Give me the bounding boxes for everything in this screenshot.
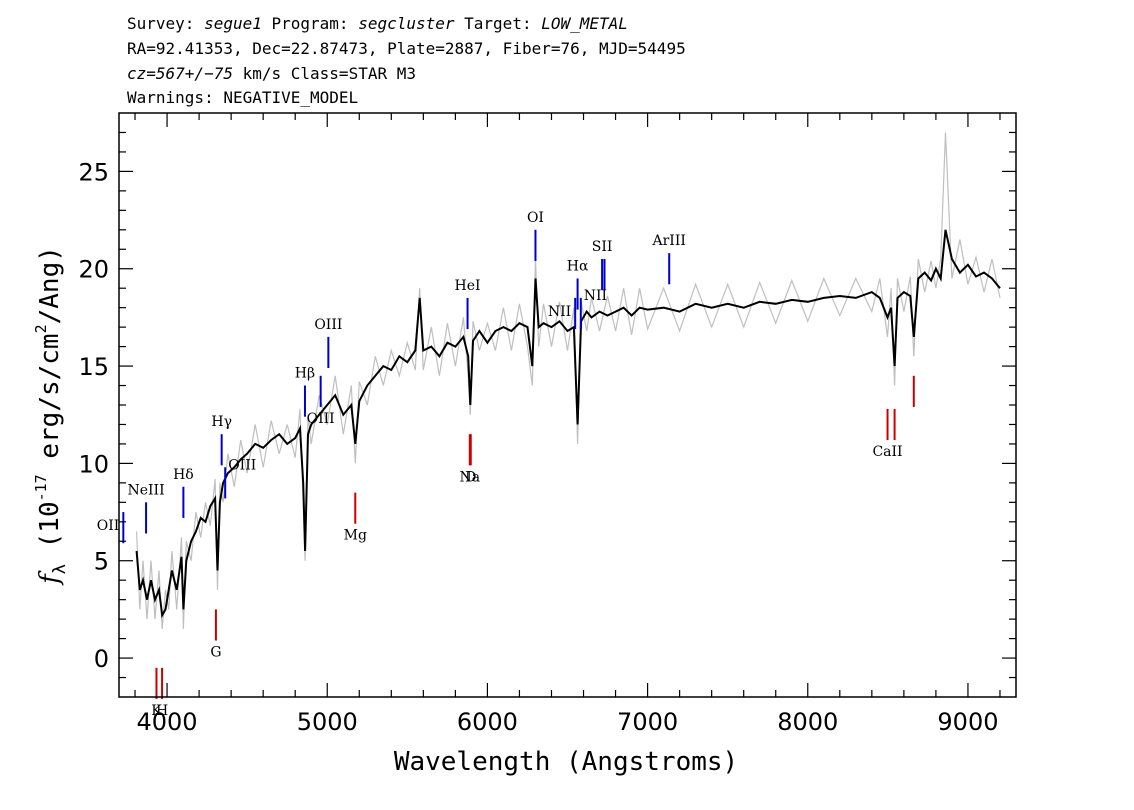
y-title-unit-1: (10 — [35, 501, 65, 564]
line-label-6: OIII — [307, 411, 335, 427]
header-line-1: Survey: segue1 Program: segcluster Targe… — [127, 14, 628, 33]
line-label-18: G — [210, 645, 221, 661]
line-label-0: OII — [97, 518, 120, 534]
header-line-3: cz=567+/−75 km/s Class=STAR M3 — [127, 64, 416, 83]
y-title-unit-2: erg/s/cm — [35, 333, 65, 474]
y-title-exp: -17 — [32, 474, 50, 501]
line-label-15: ArIII — [652, 233, 686, 249]
target-label: Target: — [455, 14, 542, 33]
line-label-1: NeIII — [127, 482, 164, 498]
line-label-7: OIII — [314, 317, 342, 333]
y-axis-title-group: fλ (10-17 erg/s/cm2/Ang) — [32, 246, 70, 586]
line-label-8: HeI — [455, 278, 481, 294]
line-label-5: Hβ — [295, 366, 315, 382]
line-label-9: OI — [527, 210, 544, 226]
line-label-16: K — [151, 703, 162, 719]
model-layer — [135, 229, 1001, 619]
x-axis-title: Wavelength (Angstroms) — [394, 747, 738, 777]
y-tick-label-15: 15 — [78, 353, 109, 381]
class-text: km/s Class=STAR M3 — [233, 64, 416, 83]
line-label-13: SII — [592, 239, 613, 255]
y-tick-label-20: 20 — [78, 256, 109, 284]
y-tick-label-0: 0 — [94, 645, 109, 673]
y-tick-label-10: 10 — [78, 450, 109, 478]
survey-label: Survey: — [127, 14, 204, 33]
program-value: segcluster — [358, 14, 455, 33]
spectral-line-markers: OII NeIII Hδ Hγ OIII Hβ OIII OIII HeI OI NII Hα NII S… — [97, 210, 915, 719]
line-label-3: Hγ — [211, 414, 232, 430]
line-label-12: NII — [584, 288, 607, 304]
redshift-value: cz=567+/−75 — [127, 64, 233, 83]
flux-layer — [136, 132, 1001, 629]
line-label-21: D — [465, 469, 476, 485]
line-label-4: OIII — [228, 457, 256, 473]
line-label-11: Hα — [567, 258, 589, 274]
line-label-19: Mg — [344, 528, 367, 544]
x-tick-label-8000: 8000 — [777, 708, 838, 736]
line-label-17: H — [156, 703, 168, 719]
survey-value: segue1 — [204, 14, 262, 33]
line-label-20: Na — [459, 469, 480, 485]
y-tick-label-5: 5 — [94, 548, 109, 576]
x-tick-label-9000: 9000 — [937, 708, 998, 736]
target-value: LOW_METAL — [541, 14, 628, 33]
program-label: Program: — [262, 14, 358, 33]
y-title-lambda: λ — [50, 564, 70, 574]
x-tick-label-4000: 4000 — [137, 708, 198, 736]
model-series-line — [135, 229, 1001, 619]
flux-series-line — [136, 132, 1001, 629]
x-tick-label-5000: 5000 — [297, 708, 358, 736]
plot-frame — [118, 112, 1017, 698]
y-tick-label-25: 25 — [78, 158, 109, 186]
y-title-unit-3: /Ang) — [35, 246, 65, 324]
axes-layer: 4000 5000 6000 7000 8000 9000 0 5 10 15 20 25 — [78, 112, 1017, 736]
x-tick-label-7000: 7000 — [617, 708, 678, 736]
header-line-4: Warnings: NEGATIVE_MODEL — [127, 88, 358, 107]
x-tick-label-6000: 6000 — [457, 708, 518, 736]
line-label-2: Hδ — [173, 467, 194, 483]
y-axis-title: fλ (10-17 erg/s/cm2/Ang) — [32, 246, 70, 586]
header-line-2: RA=92.41353, Dec=22.87473, Plate=2887, F… — [127, 39, 686, 58]
line-label-10: NII — [548, 304, 571, 320]
line-label-22: CaII — [872, 444, 902, 460]
y-title-exp2: 2 — [32, 324, 50, 333]
